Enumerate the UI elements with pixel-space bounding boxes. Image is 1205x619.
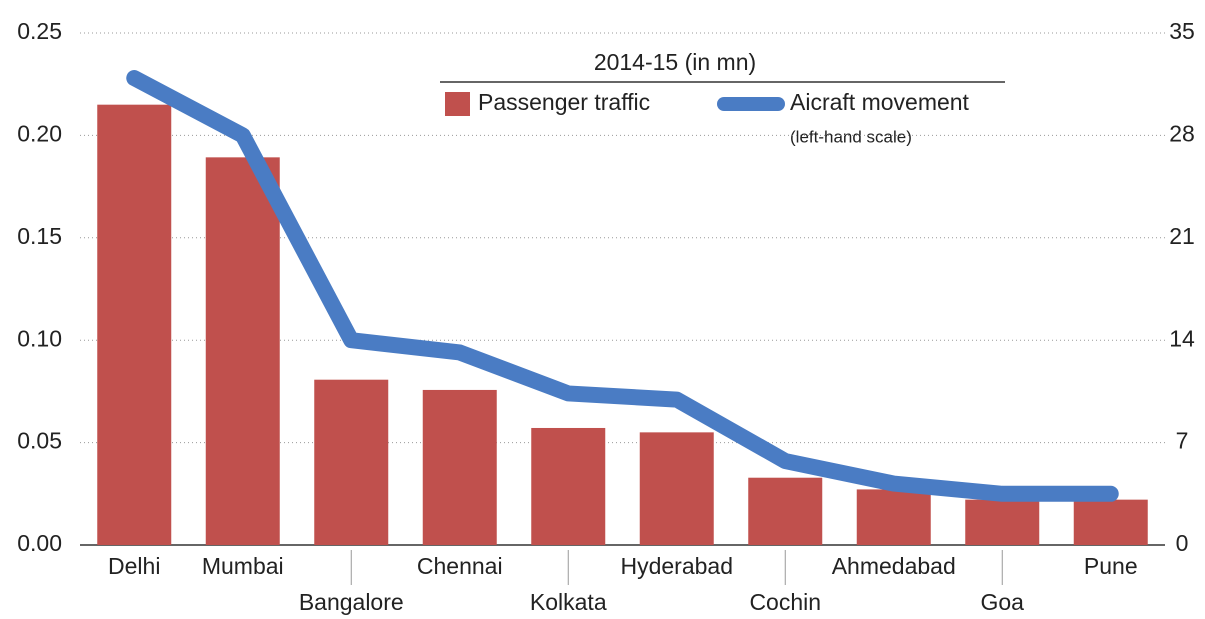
x-tick-label: Kolkata — [530, 589, 607, 615]
y2-tick-label: 14 — [1169, 325, 1195, 351]
legend-label: Aicraft movement — [790, 89, 970, 115]
bar — [531, 427, 606, 545]
legend-label: Passenger traffic — [478, 89, 650, 115]
bar — [748, 477, 823, 545]
legend-note: (left-hand scale) — [790, 127, 912, 146]
y2-tick-label: 0 — [1176, 530, 1189, 556]
bar — [856, 489, 931, 545]
line — [126, 70, 1119, 502]
x-tick-label: Mumbai — [202, 553, 284, 579]
bar — [205, 157, 280, 546]
y-tick-label: 0.15 — [17, 223, 62, 249]
bar — [422, 389, 497, 545]
y-tick-label: 0.10 — [17, 325, 62, 351]
x-tick-label: Goa — [981, 589, 1025, 615]
bar — [1073, 499, 1148, 545]
x-tick-label: Hyderabad — [620, 553, 733, 579]
x-tick-label: Cochin — [749, 589, 821, 615]
x-tick-label: Delhi — [108, 553, 160, 579]
y2-tick-label: 28 — [1169, 120, 1195, 146]
x-tick-label: Ahmedabad — [832, 553, 956, 579]
y-tick-label: 0.20 — [17, 120, 62, 146]
bar — [97, 104, 172, 546]
legend-swatch — [445, 92, 470, 116]
bar — [965, 499, 1040, 545]
bar — [639, 432, 714, 545]
y2-tick-label: 21 — [1169, 223, 1195, 249]
x-tick-label: Bangalore — [299, 589, 404, 615]
y-tick-label: 0.25 — [17, 18, 62, 44]
x-tick-label: Pune — [1084, 553, 1138, 579]
bar — [314, 379, 389, 545]
y-tick-label: 0.05 — [17, 428, 62, 454]
y2-tick-label: 35 — [1169, 18, 1195, 44]
y2-tick-label: 7 — [1176, 428, 1189, 454]
y-tick-label: 0.00 — [17, 530, 62, 556]
legend-title: 2014-15 (in mn) — [594, 49, 756, 75]
x-tick-label: Chennai — [417, 553, 503, 579]
